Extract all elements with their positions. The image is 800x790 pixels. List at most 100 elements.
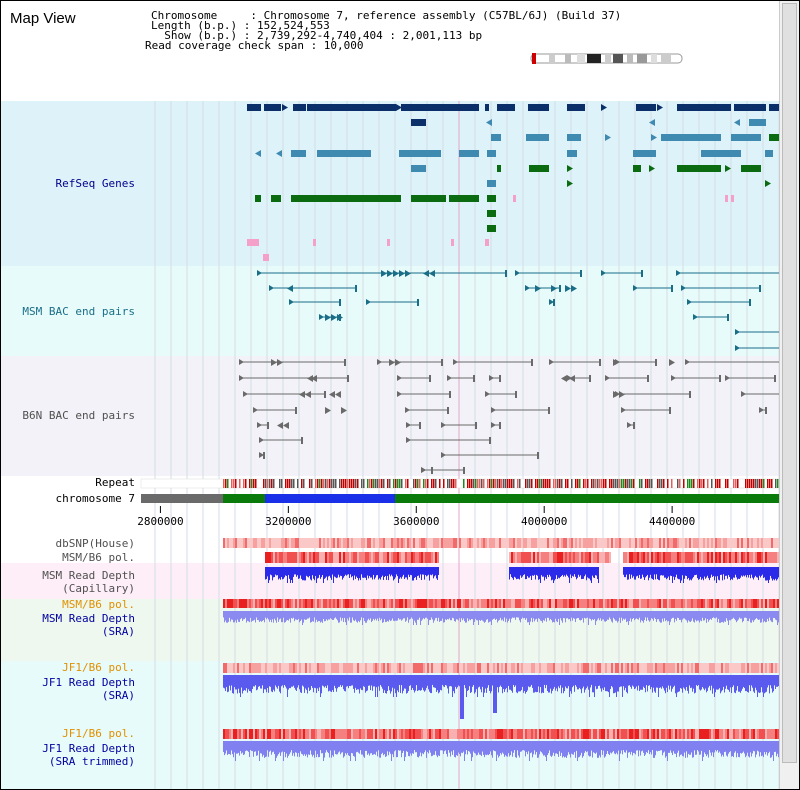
- bac-end-marker[interactable]: [366, 299, 371, 305]
- bac-end-marker[interactable]: [263, 452, 265, 459]
- gene-arrow[interactable]: [395, 359, 401, 366]
- refseq-gene[interactable]: [255, 195, 261, 202]
- gene-arrow[interactable]: [325, 314, 331, 321]
- bac-end-marker[interactable]: [239, 375, 244, 381]
- bac-end-marker[interactable]: [601, 270, 606, 276]
- bac-end-marker[interactable]: [549, 299, 554, 305]
- refseq-gene[interactable]: [487, 210, 496, 217]
- bac-end-marker[interactable]: [621, 407, 626, 413]
- refseq-gene[interactable]: [247, 239, 259, 246]
- gene-arrow[interactable]: [283, 422, 289, 429]
- bac-end-marker[interactable]: [449, 391, 451, 398]
- refseq-gene[interactable]: [749, 119, 766, 126]
- gene-arrow[interactable]: [299, 391, 305, 398]
- bac-end-marker[interactable]: [257, 270, 262, 276]
- gene-arrow[interactable]: [277, 422, 283, 429]
- bac-end-marker[interactable]: [257, 422, 262, 428]
- gene-arrow[interactable]: [725, 165, 731, 172]
- bac-end-marker[interactable]: [735, 329, 740, 335]
- bac-end-marker[interactable]: [759, 407, 764, 413]
- bac-end-marker[interactable]: [319, 314, 324, 320]
- refseq-gene[interactable]: [769, 134, 781, 141]
- gene-arrow[interactable]: [657, 104, 663, 111]
- refseq-gene[interactable]: [293, 104, 306, 111]
- bac-end-marker[interactable]: [647, 375, 649, 382]
- gene-arrow[interactable]: [486, 119, 492, 126]
- refseq-gene[interactable]: [487, 180, 496, 187]
- refseq-gene[interactable]: [513, 195, 516, 202]
- bac-end-marker[interactable]: [347, 375, 349, 382]
- bac-end-marker[interactable]: [687, 299, 692, 305]
- gene-arrow[interactable]: [389, 359, 395, 366]
- bac-end-marker[interactable]: [605, 375, 610, 381]
- bac-end-marker[interactable]: [419, 422, 421, 429]
- gene-arrow[interactable]: [287, 285, 293, 292]
- gene-arrow[interactable]: [331, 314, 337, 321]
- refseq-gene[interactable]: [291, 150, 306, 157]
- bac-end-marker[interactable]: [759, 285, 761, 292]
- refseq-gene[interactable]: [264, 104, 281, 111]
- bac-end-marker[interactable]: [580, 270, 582, 277]
- bac-end-marker[interactable]: [339, 299, 341, 306]
- bac-end-marker[interactable]: [689, 391, 691, 398]
- bac-end-marker[interactable]: [725, 375, 730, 381]
- refseq-gene[interactable]: [567, 150, 577, 157]
- refseq-gene[interactable]: [247, 104, 261, 111]
- bac-end-marker[interactable]: [475, 422, 477, 429]
- bac-end-marker[interactable]: [681, 285, 686, 291]
- bac-end-marker[interactable]: [559, 285, 561, 292]
- bac-end-marker[interactable]: [259, 437, 264, 443]
- bac-end-marker[interactable]: [499, 422, 501, 429]
- refseq-gene[interactable]: [451, 239, 454, 246]
- gene-arrow[interactable]: [613, 359, 619, 366]
- bac-end-marker[interactable]: [405, 407, 410, 413]
- refseq-gene[interactable]: [636, 104, 656, 111]
- bac-end-marker[interactable]: [567, 375, 572, 381]
- gene-arrow[interactable]: [282, 104, 288, 111]
- gene-arrow[interactable]: [567, 165, 573, 172]
- bac-end-marker[interactable]: [447, 407, 449, 414]
- gene-arrow[interactable]: [387, 270, 393, 277]
- refseq-gene[interactable]: [313, 239, 316, 246]
- refseq-gene[interactable]: [487, 225, 496, 232]
- refseq-gene[interactable]: [769, 104, 781, 111]
- bac-end-marker[interactable]: [239, 359, 244, 365]
- refseq-gene[interactable]: [725, 195, 728, 202]
- bac-end-marker[interactable]: [397, 391, 402, 397]
- gene-arrow[interactable]: [393, 270, 399, 277]
- gene-arrow[interactable]: [277, 359, 283, 366]
- refseq-gene[interactable]: [291, 195, 401, 202]
- gene-arrow[interactable]: [381, 270, 387, 277]
- refseq-gene[interactable]: [307, 104, 396, 111]
- refseq-gene[interactable]: [459, 150, 479, 157]
- bac-end-marker[interactable]: [289, 299, 294, 305]
- bac-end-marker[interactable]: [515, 270, 520, 276]
- bac-end-marker[interactable]: [421, 467, 426, 473]
- refseq-gene[interactable]: [661, 134, 721, 141]
- refseq-gene[interactable]: [633, 150, 656, 157]
- gene-arrow[interactable]: [535, 285, 541, 292]
- bac-end-marker[interactable]: [735, 345, 740, 351]
- bac-end-marker[interactable]: [441, 452, 446, 458]
- bac-end-marker[interactable]: [633, 285, 638, 291]
- gene-arrow[interactable]: [341, 407, 347, 414]
- gene-arrow[interactable]: [649, 165, 655, 172]
- bac-end-marker[interactable]: [453, 359, 458, 365]
- refseq-gene[interactable]: [677, 104, 731, 111]
- refseq-gene[interactable]: [734, 104, 766, 111]
- bac-end-marker[interactable]: [463, 467, 465, 474]
- gene-arrow[interactable]: [329, 391, 335, 398]
- bac-end-marker[interactable]: [473, 375, 475, 382]
- gene-arrow[interactable]: [613, 391, 619, 398]
- bac-end-marker[interactable]: [548, 407, 550, 414]
- bac-end-marker[interactable]: [669, 407, 671, 414]
- gene-arrow[interactable]: [734, 119, 740, 126]
- bac-end-marker[interactable]: [397, 375, 402, 381]
- gene-arrow[interactable]: [649, 119, 655, 126]
- refseq-gene[interactable]: [701, 150, 741, 157]
- gene-arrow[interactable]: [565, 285, 571, 292]
- bac-end-marker[interactable]: [765, 407, 767, 414]
- bac-end-marker[interactable]: [525, 285, 530, 291]
- gene-arrow[interactable]: [311, 375, 317, 382]
- refseq-gene[interactable]: [411, 119, 426, 126]
